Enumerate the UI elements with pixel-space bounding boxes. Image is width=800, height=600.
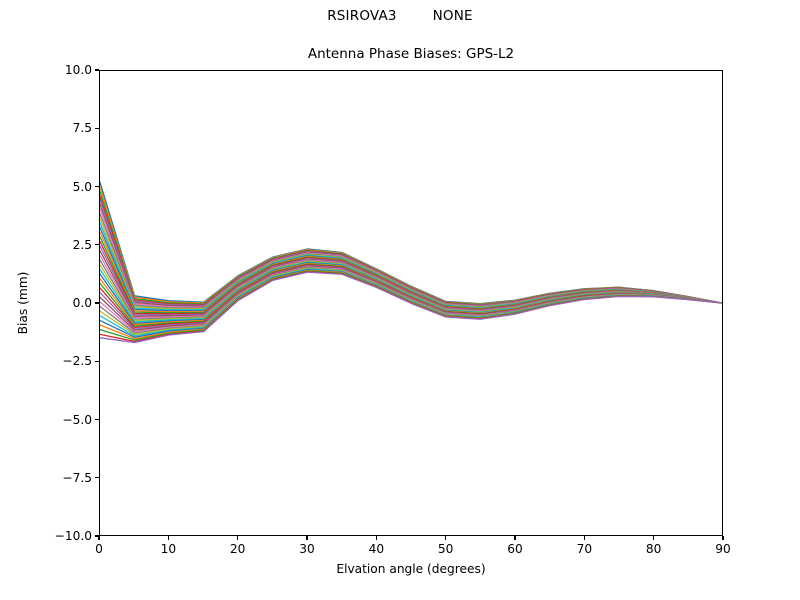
- y-tick-mark: [95, 127, 99, 129]
- x-tick-mark: [167, 536, 169, 540]
- x-tick-label: 40: [368, 542, 385, 556]
- x-tick-label: 0: [95, 542, 103, 556]
- x-tick-label: 60: [507, 542, 523, 556]
- x-tick-mark: [722, 536, 724, 540]
- x-tick-label: 90: [715, 542, 731, 556]
- y-tick-label: 7.5: [72, 121, 92, 136]
- x-tick-label: 20: [229, 542, 246, 556]
- y-tick-mark: [95, 244, 99, 246]
- y-tick-mark: [95, 477, 99, 479]
- y-tick-label: −7.5: [62, 470, 92, 485]
- x-axis-label: Elvation angle (degrees): [336, 562, 486, 576]
- x-tick-label: 70: [576, 542, 593, 556]
- chart-title: Antenna Phase Biases: GPS-L2: [307, 46, 515, 62]
- y-tick-label: 0.0: [72, 296, 92, 310]
- y-tick-label: 5.0: [72, 179, 92, 194]
- x-tick-label: 30: [299, 542, 315, 556]
- figure-suptitle: RSIROVA3 NONE: [327, 8, 473, 24]
- x-tick-mark: [653, 536, 655, 540]
- y-tick-mark: [95, 418, 99, 421]
- y-tick-label: 2.5: [72, 237, 92, 252]
- y-axis-label: Bias (mm): [16, 271, 30, 335]
- x-tick-mark: [306, 536, 308, 540]
- x-tick-mark: [237, 536, 239, 540]
- y-tick-label: 10.0: [64, 63, 92, 77]
- x-tick-label: 80: [645, 542, 662, 556]
- data-series-line: [100, 181, 722, 305]
- x-tick-mark: [583, 536, 585, 540]
- x-tick-mark: [98, 536, 100, 540]
- plot-area: [99, 70, 723, 536]
- x-tick-mark: [445, 536, 447, 540]
- y-tick-label: −10.0: [54, 529, 92, 543]
- x-tick-mark: [514, 536, 516, 540]
- series-canvas: [100, 181, 722, 344]
- data-series-line: [100, 271, 722, 344]
- y-tick-label: −2.5: [62, 354, 92, 369]
- x-tick-mark: [375, 536, 377, 540]
- y-tick-mark: [95, 69, 99, 71]
- y-tick-mark: [95, 302, 99, 304]
- y-tick-mark: [95, 535, 99, 537]
- y-tick-mark: [95, 185, 99, 188]
- y-tick-label: −5.0: [62, 412, 92, 427]
- x-tick-label: 50: [437, 542, 454, 556]
- x-tick-label: 10: [160, 542, 177, 556]
- y-tick-mark: [95, 360, 99, 362]
